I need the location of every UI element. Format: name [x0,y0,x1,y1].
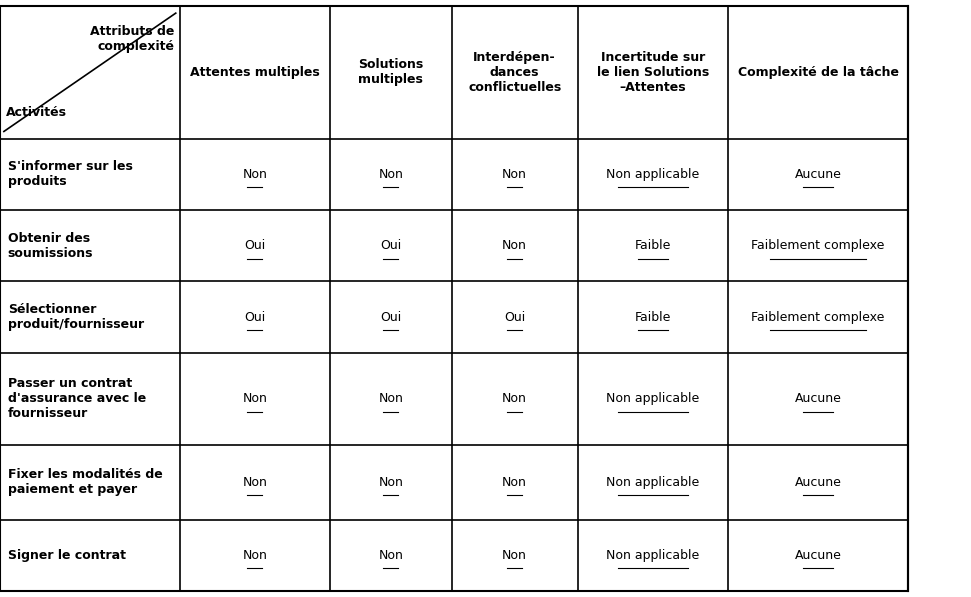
Text: Non: Non [243,168,267,181]
Text: Fixer les modalités de
paiement et payer: Fixer les modalités de paiement et payer [8,468,162,496]
Text: Incertitude sur
le lien Solutions
–Attentes: Incertitude sur le lien Solutions –Atten… [597,51,709,94]
Text: Oui: Oui [504,310,525,324]
Text: Aucune: Aucune [794,549,842,562]
Text: Aucune: Aucune [794,168,842,181]
Text: Non: Non [379,549,403,562]
Text: Non: Non [502,549,527,562]
Text: Faible: Faible [635,239,671,253]
Text: Non: Non [502,392,527,405]
Text: Oui: Oui [245,310,265,324]
Text: Activités: Activités [6,106,67,119]
Text: S'informer sur les
produits: S'informer sur les produits [8,161,133,188]
Text: Non applicable: Non applicable [606,476,700,489]
Text: Sélectionner
produit/fournisseur: Sélectionner produit/fournisseur [8,303,144,331]
Text: Non: Non [502,239,527,253]
Text: Interdépen-
dances
conflictuelles: Interdépen- dances conflictuelles [468,51,561,94]
Text: Non: Non [243,549,267,562]
Text: Solutions
multiples: Solutions multiples [358,59,423,87]
Text: Passer un contrat
d'assurance avec le
fournisseur: Passer un contrat d'assurance avec le fo… [8,377,146,420]
Text: Faiblement complexe: Faiblement complexe [752,239,885,253]
Text: Aucune: Aucune [794,476,842,489]
Text: Non: Non [379,392,403,405]
Text: Aucune: Aucune [794,392,842,405]
Text: Oui: Oui [381,310,401,324]
Text: Non: Non [243,392,267,405]
Text: Faiblement complexe: Faiblement complexe [752,310,885,324]
Text: Non: Non [379,476,403,489]
Text: Non: Non [379,168,403,181]
Text: Non: Non [243,476,267,489]
Text: Non applicable: Non applicable [606,392,700,405]
Text: Signer le contrat: Signer le contrat [8,549,126,562]
Text: Non: Non [502,476,527,489]
Text: Attentes multiples: Attentes multiples [190,66,319,79]
Text: Oui: Oui [245,239,265,253]
Text: Attributs de
complexité: Attributs de complexité [90,26,175,54]
Text: Non applicable: Non applicable [606,168,700,181]
Text: Complexité de la tâche: Complexité de la tâche [738,66,898,79]
Text: Non applicable: Non applicable [606,549,700,562]
Text: Faible: Faible [635,310,671,324]
Text: Oui: Oui [381,239,401,253]
Text: Obtenir des
soumissions: Obtenir des soumissions [8,232,93,260]
Text: Non: Non [502,168,527,181]
